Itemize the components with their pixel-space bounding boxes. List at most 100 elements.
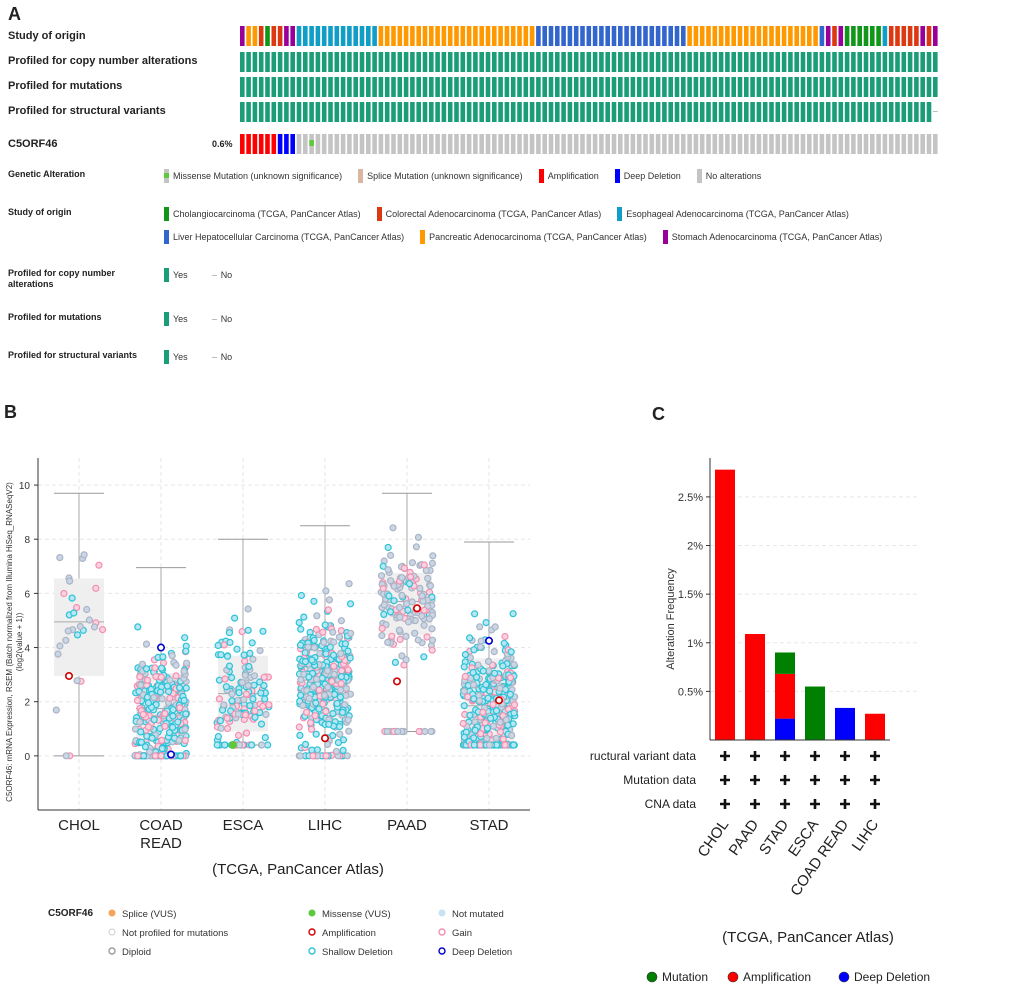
cna-profiled-cell bbox=[895, 52, 900, 72]
panel-b-letter: B bbox=[4, 402, 17, 422]
mut-profiled-cell bbox=[447, 77, 453, 97]
genetic-alteration-legend: Missense Mutation (unknown significance)… bbox=[164, 169, 761, 183]
profile-plus bbox=[720, 775, 730, 785]
y-tick-label: 1% bbox=[687, 638, 703, 650]
mut-profiled-cell bbox=[636, 77, 642, 97]
profile-plus bbox=[780, 799, 790, 809]
data-point bbox=[242, 690, 250, 698]
sv-profiled-cell bbox=[529, 102, 535, 122]
data-point bbox=[476, 643, 485, 651]
data-point bbox=[391, 658, 399, 666]
data-point bbox=[182, 710, 190, 718]
sv-profiled-cell bbox=[372, 102, 377, 122]
data-point bbox=[183, 659, 191, 667]
data-point bbox=[383, 727, 391, 736]
data-point bbox=[509, 741, 518, 749]
data-point bbox=[246, 702, 254, 710]
data-point bbox=[329, 651, 338, 659]
data-point bbox=[490, 648, 498, 656]
gene-cell bbox=[857, 134, 862, 154]
gene-cell bbox=[479, 134, 484, 154]
data-point bbox=[428, 636, 437, 644]
study-cell bbox=[794, 26, 799, 46]
data-point bbox=[420, 606, 428, 614]
gene-cell bbox=[706, 134, 711, 154]
data-point bbox=[404, 606, 412, 614]
data-point bbox=[238, 628, 246, 636]
study-cell bbox=[920, 26, 925, 46]
data-point bbox=[73, 677, 81, 685]
sv-profiled-cell bbox=[838, 102, 844, 122]
data-point bbox=[345, 727, 353, 735]
cna-profiled-cell bbox=[844, 52, 850, 72]
gene-cell bbox=[762, 134, 768, 154]
sv-profiled-cell bbox=[731, 102, 736, 122]
data-point bbox=[180, 667, 188, 675]
sv-profiled-cell bbox=[580, 102, 585, 122]
data-point bbox=[461, 651, 469, 659]
cna-profiled-cell bbox=[655, 52, 661, 72]
data-point bbox=[394, 727, 402, 736]
study-cell bbox=[321, 26, 327, 46]
sv-profiled-cell bbox=[561, 102, 566, 122]
amp-swatch bbox=[538, 169, 544, 183]
mut-profiled-cell bbox=[775, 77, 781, 97]
study-cell bbox=[504, 26, 510, 46]
x-tick-label: CHOL bbox=[58, 817, 100, 834]
data-point bbox=[169, 723, 177, 731]
gene-cell bbox=[391, 134, 396, 154]
data-point bbox=[483, 724, 491, 732]
data-point bbox=[56, 554, 64, 562]
data-point bbox=[384, 543, 392, 552]
study-cell bbox=[807, 26, 812, 46]
gene-cell bbox=[284, 134, 289, 154]
data-point bbox=[296, 752, 304, 760]
data-point bbox=[428, 559, 436, 567]
mut-profiled-cell bbox=[265, 77, 270, 97]
sv-profiled-cell bbox=[882, 102, 888, 122]
sv-legend: Yes No bbox=[164, 350, 232, 364]
mut-profiled-cell bbox=[592, 77, 598, 97]
sv-profiled-cell bbox=[914, 102, 919, 122]
data-point bbox=[423, 633, 431, 641]
data-point bbox=[260, 682, 268, 690]
legend-label-shallow: Shallow Deletion bbox=[322, 947, 393, 958]
gene-cell bbox=[926, 134, 932, 154]
cna-profiled-cell bbox=[567, 52, 573, 72]
gene-cell bbox=[246, 134, 251, 154]
sv-profiled-cell bbox=[592, 102, 598, 122]
data-point bbox=[500, 639, 508, 647]
data-point bbox=[215, 676, 223, 684]
sv-profiled-cell bbox=[397, 102, 403, 122]
study-cell bbox=[611, 26, 617, 46]
data-point bbox=[54, 650, 62, 658]
gene-cell bbox=[296, 134, 302, 154]
legend-label-diploid: Diploid bbox=[122, 947, 151, 958]
profile-plus bbox=[810, 775, 820, 785]
x-tick-label: PAAD bbox=[387, 817, 427, 834]
cna-profiled-cell bbox=[498, 52, 503, 72]
sv-profiled-cell bbox=[807, 102, 812, 122]
mut-profiled-cell bbox=[813, 77, 818, 97]
gene-cell bbox=[693, 134, 699, 154]
oncoprint bbox=[240, 26, 938, 154]
data-point bbox=[510, 709, 518, 717]
sv-profiled-cell bbox=[725, 102, 730, 122]
mut-profiled-cell bbox=[567, 77, 573, 97]
x-tick-label-line2: READ bbox=[140, 835, 182, 852]
mut-profiled-cell bbox=[246, 77, 251, 97]
mut-profiled-cell bbox=[378, 77, 384, 97]
gene-cell bbox=[403, 134, 409, 154]
gene-cell bbox=[832, 134, 837, 154]
data-point bbox=[148, 734, 156, 742]
legend-no: No bbox=[220, 352, 233, 362]
data-point bbox=[301, 658, 309, 666]
sv-profiled-cell bbox=[674, 102, 680, 122]
data-point bbox=[426, 582, 435, 590]
data-point bbox=[334, 739, 342, 747]
study-cell bbox=[636, 26, 642, 46]
gene-cell bbox=[775, 134, 781, 154]
data-point bbox=[240, 651, 248, 659]
gene-cell bbox=[240, 134, 245, 154]
study-cell bbox=[359, 26, 365, 46]
